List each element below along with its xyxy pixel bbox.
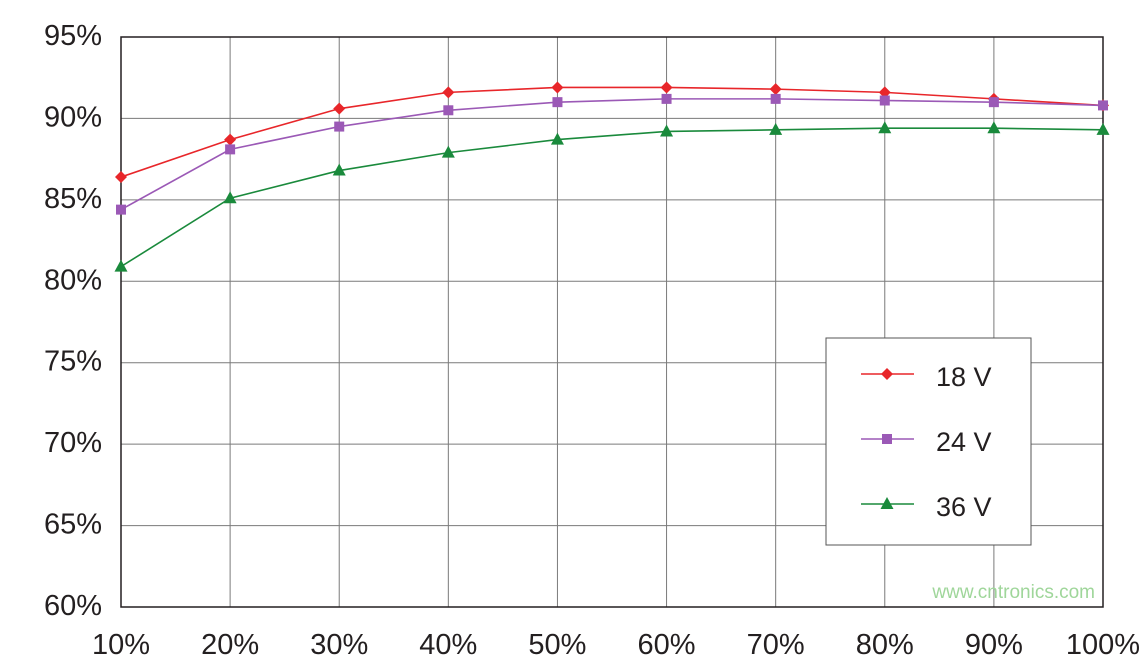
x-tick-label: 30% (310, 629, 368, 661)
series-line (120, 127, 1104, 268)
legend-item: 24 V (861, 427, 992, 457)
marker-square (882, 434, 892, 444)
series-24v (116, 93, 1108, 215)
y-tick-label: 85% (44, 183, 102, 215)
marker-diamond (881, 368, 893, 380)
watermark: www.cntronics.com (931, 582, 1095, 603)
marker-diamond (878, 86, 891, 99)
marker-triangle (660, 124, 674, 137)
marker-square (770, 93, 781, 104)
marker-triangle (223, 191, 237, 204)
marker-diamond (224, 133, 237, 146)
legend-label: 18 V (936, 362, 992, 392)
x-tick-label: 10% (92, 629, 150, 661)
x-tick-label: 80% (856, 629, 914, 661)
marker-diamond (442, 86, 455, 99)
series-36v (114, 121, 1110, 272)
y-tick-label: 80% (44, 264, 102, 296)
grid (120, 36, 1104, 608)
marker-triangle (880, 497, 894, 509)
legend: 18 V 24 V 36 V (825, 337, 1032, 546)
marker-triangle (441, 145, 455, 158)
marker-diamond (551, 81, 564, 94)
x-tick-label: 70% (747, 629, 805, 661)
x-axis-ticks: 10% 20% 30% 40% 50% 60% 70% 80% 90% 100% (92, 629, 1140, 661)
y-tick-label: 60% (44, 590, 102, 622)
legend-label: 36 V (936, 492, 992, 522)
x-tick-label: 50% (528, 629, 586, 661)
x-tick-label: 40% (419, 629, 477, 661)
y-tick-label: 75% (44, 346, 102, 378)
marker-triangle (878, 121, 892, 134)
x-tick-label: 100% (1066, 629, 1140, 661)
marker-square (1098, 100, 1108, 111)
marker-diamond (660, 81, 673, 94)
marker-diamond (333, 102, 346, 115)
marker-triangle (1096, 122, 1110, 135)
marker-triangle (987, 121, 1001, 134)
series-line (120, 98, 1104, 211)
marker-square (225, 144, 236, 155)
marker-square (988, 97, 999, 108)
marker-square (552, 97, 563, 108)
marker-triangle (769, 122, 783, 135)
x-tick-label: 90% (965, 629, 1023, 661)
marker-diamond (769, 83, 782, 96)
legend-item: 18 V (861, 362, 992, 392)
y-axis-ticks: 60% 65% 70% 75% 80% 85% 90% 95% (44, 20, 102, 622)
y-tick-label: 70% (44, 427, 102, 459)
marker-diamond (115, 171, 127, 184)
x-tick-label: 20% (201, 629, 259, 661)
series-group (114, 81, 1110, 272)
marker-triangle (550, 132, 564, 145)
marker-square (116, 204, 126, 215)
plot-frame (120, 36, 1104, 608)
marker-square (879, 95, 890, 106)
x-tick-label: 60% (638, 629, 696, 661)
y-tick-label: 90% (44, 101, 102, 133)
series-18v (115, 81, 1109, 184)
marker-square (334, 121, 345, 132)
legend-item: 36 V (861, 492, 992, 522)
legend-label: 24 V (936, 427, 992, 457)
marker-triangle (332, 163, 346, 176)
marker-square (443, 105, 454, 116)
series-line (120, 86, 1104, 178)
legend-box (825, 337, 1032, 546)
y-tick-label: 65% (44, 509, 102, 541)
marker-triangle (114, 259, 128, 272)
marker-square (661, 93, 672, 104)
y-tick-label: 95% (44, 20, 102, 52)
